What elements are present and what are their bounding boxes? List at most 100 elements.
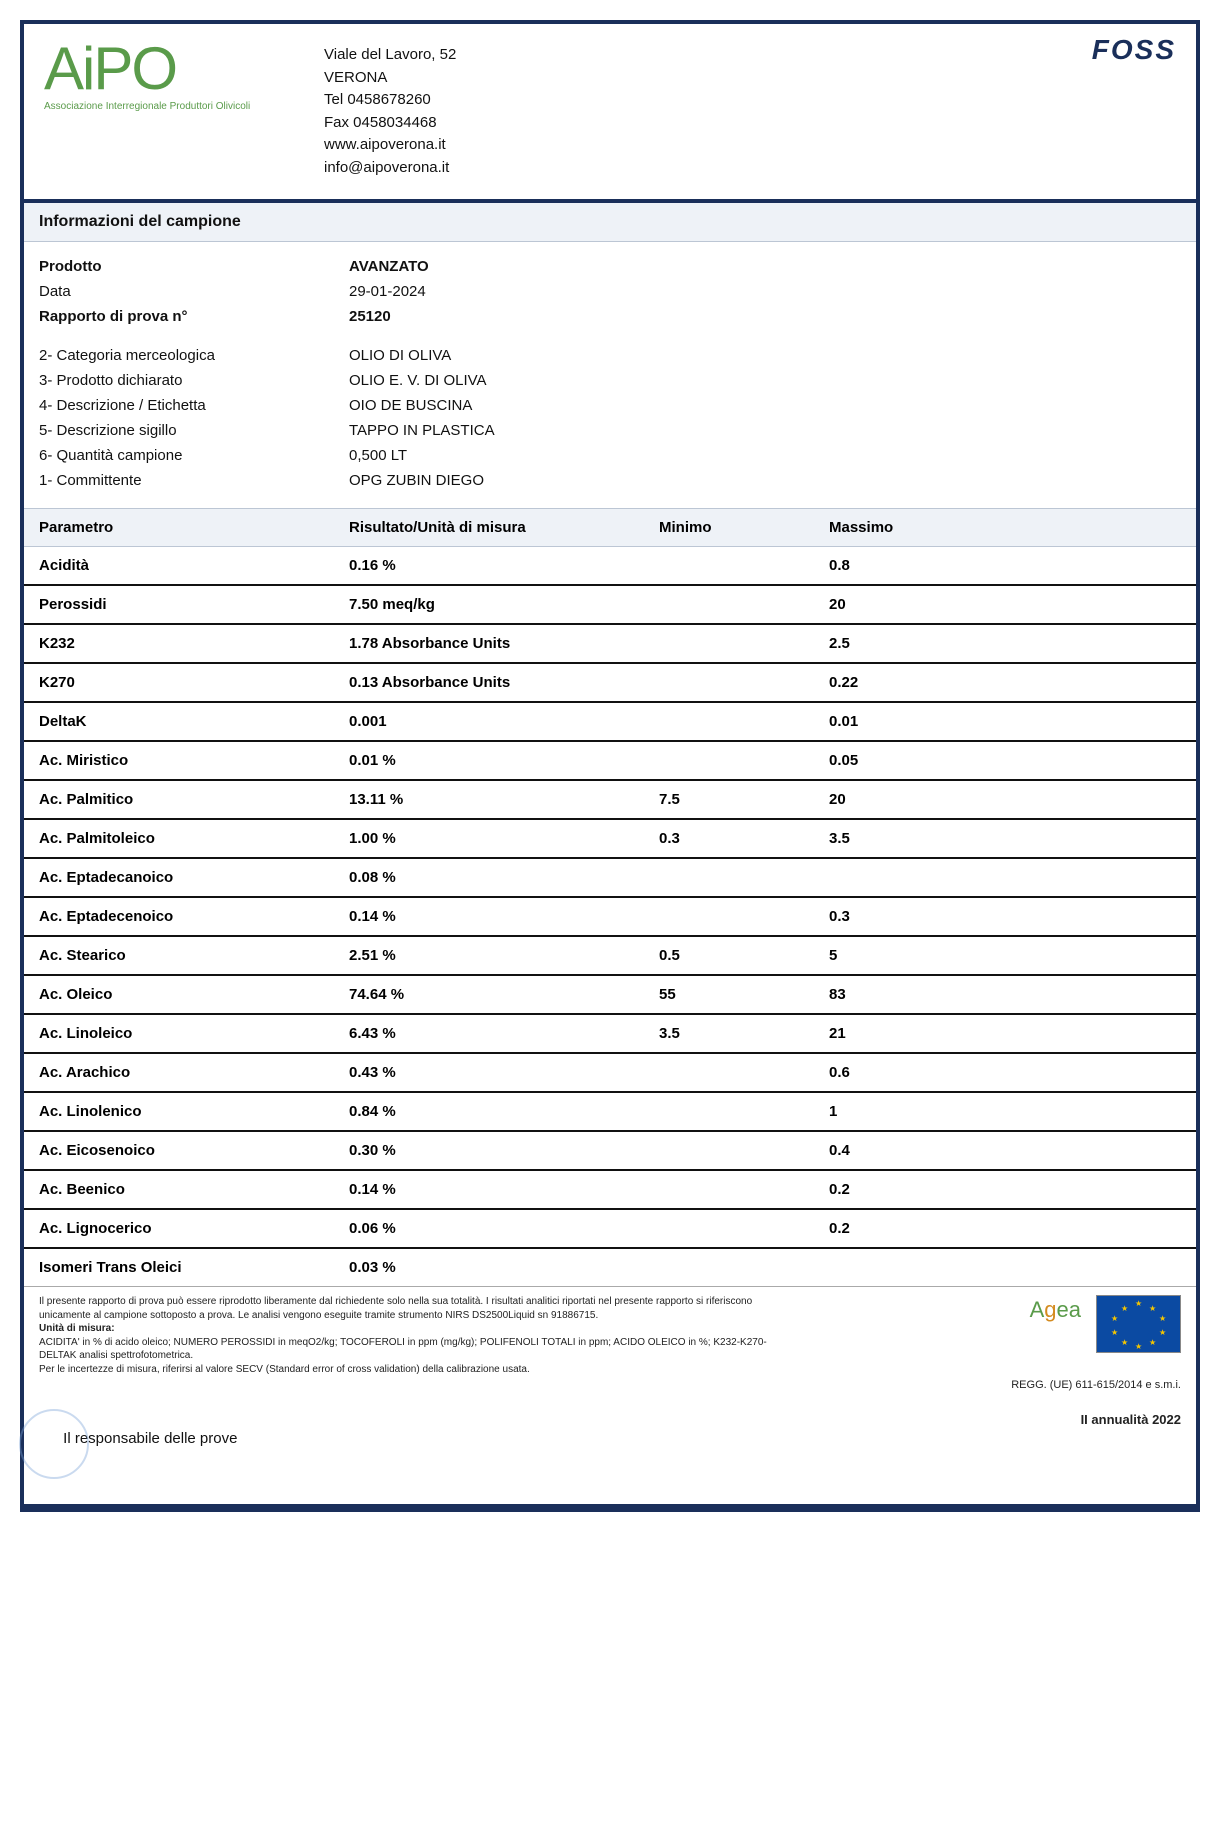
table-header-row: Parametro Risultato/Unità di misura Mini…: [24, 509, 1196, 547]
info-row: 2- Categoria merceologicaOLIO DI OLIVA: [39, 343, 1181, 368]
cell-param: Ac. Eptadecenoico: [24, 897, 334, 936]
col-risultato: Risultato/Unità di misura: [334, 509, 644, 547]
cell-min: [644, 1209, 814, 1248]
table-row: K2321.78 Absorbance Units2.5: [24, 624, 1196, 663]
stamp-icon: [19, 1409, 89, 1479]
address-tel: Tel 0458678260: [324, 89, 456, 112]
responsible-label: Il responsabile delle prove: [39, 1404, 779, 1474]
cell-min: 3.5: [644, 1014, 814, 1053]
info-label: 1- Committente: [39, 472, 349, 489]
info-value: TAPPO IN PLASTICA: [349, 422, 1181, 439]
logo-text: AiPO: [44, 39, 324, 99]
cell-min: [644, 1053, 814, 1092]
cell-max: 0.2: [814, 1170, 1196, 1209]
unit-label: Unità di misura:: [39, 1322, 779, 1336]
cell-param: Ac. Linoleico: [24, 1014, 334, 1053]
info-value: 0,500 LT: [349, 447, 1181, 464]
cell-result: 0.03 %: [334, 1248, 644, 1287]
cell-min: [644, 624, 814, 663]
cell-min: 0.5: [644, 936, 814, 975]
cell-result: 0.84 %: [334, 1092, 644, 1131]
parameters-table: Parametro Risultato/Unità di misura Mini…: [24, 508, 1196, 1287]
cell-max: 0.6: [814, 1053, 1196, 1092]
cell-param: DeltaK: [24, 702, 334, 741]
info-value: OLIO E. V. DI OLIVA: [349, 372, 1181, 389]
cell-min: 0.3: [644, 819, 814, 858]
info-label: Data: [39, 283, 349, 300]
info-value: OLIO DI OLIVA: [349, 347, 1181, 364]
col-parametro: Parametro: [24, 509, 334, 547]
info-label: 4- Descrizione / Etichetta: [39, 397, 349, 414]
cell-max: 0.01: [814, 702, 1196, 741]
agea-block: Agea ★ ★ ★ ★ ★ ★ ★ ★ ★ ★: [1030, 1295, 1181, 1353]
cell-min: [644, 663, 814, 702]
cell-min: 55: [644, 975, 814, 1014]
logo-block: AiPO Associazione Interregionale Produtt…: [44, 39, 324, 179]
cell-max: 2.5: [814, 624, 1196, 663]
table-row: Perossidi7.50 meq/kg20: [24, 585, 1196, 624]
info-value: OIO DE BUSCINA: [349, 397, 1181, 414]
col-massimo: Massimo: [814, 509, 1196, 547]
cell-result: 74.64 %: [334, 975, 644, 1014]
brand-foss: FOSS: [1092, 34, 1176, 66]
cell-param: Ac. Oleico: [24, 975, 334, 1014]
cell-min: [644, 585, 814, 624]
table-row: Ac. Arachico0.43 % 0.6: [24, 1053, 1196, 1092]
footer-right: Agea ★ ★ ★ ★ ★ ★ ★ ★ ★ ★ REGG. (UE) 611-…: [831, 1295, 1181, 1428]
cell-max: 3.5: [814, 819, 1196, 858]
cell-result: 6.43 %: [334, 1014, 644, 1053]
content-frame: Informazioni del campione ProdottoAVANZA…: [20, 199, 1200, 1508]
regg-text: REGG. (UE) 611-615/2014 e s.m.i.: [831, 1378, 1181, 1393]
cell-result: 1.00 %: [334, 819, 644, 858]
cell-result: 13.11 %: [334, 780, 644, 819]
cell-result: 0.001: [334, 702, 644, 741]
cell-min: [644, 897, 814, 936]
info-value: AVANZATO: [349, 258, 1181, 275]
table-row: Ac. Eptadecanoico0.08 %: [24, 858, 1196, 897]
cell-param: Ac. Stearico: [24, 936, 334, 975]
cell-result: 0.13 Absorbance Units: [334, 663, 644, 702]
info-body: ProdottoAVANZATOData29-01-2024Rapporto d…: [24, 242, 1196, 508]
cell-max: [814, 858, 1196, 897]
table-row: DeltaK0.001 0.01: [24, 702, 1196, 741]
cell-result: 0.14 %: [334, 1170, 644, 1209]
annualita-text: II annualità 2022: [831, 1411, 1181, 1429]
cell-param: Perossidi: [24, 585, 334, 624]
table-row: Ac. Stearico2.51 %0.55: [24, 936, 1196, 975]
info-label: 2- Categoria merceologica: [39, 347, 349, 364]
cell-min: [644, 547, 814, 586]
cell-min: [644, 702, 814, 741]
table-row: Ac. Linoleico6.43 %3.521: [24, 1014, 1196, 1053]
info-label: 3- Prodotto dichiarato: [39, 372, 349, 389]
cell-result: 1.78 Absorbance Units: [334, 624, 644, 663]
report-page: AiPO Associazione Interregionale Produtt…: [20, 20, 1200, 1512]
col-minimo: Minimo: [644, 509, 814, 547]
cell-param: Ac. Beenico: [24, 1170, 334, 1209]
address-fax: Fax 0458034468: [324, 112, 456, 135]
cell-param: Isomeri Trans Oleici: [24, 1248, 334, 1287]
table-row: Ac. Beenico0.14 % 0.2: [24, 1170, 1196, 1209]
cell-result: 0.08 %: [334, 858, 644, 897]
address-block: Viale del Lavoro, 52 VERONA Tel 04586782…: [324, 39, 456, 179]
cell-param: Ac. Eptadecanoico: [24, 858, 334, 897]
logo-subtitle: Associazione Interregionale Produttori O…: [44, 101, 324, 112]
cell-min: [644, 1131, 814, 1170]
table-row: Ac. Linolenico0.84 % 1: [24, 1092, 1196, 1131]
info-section-title: Informazioni del campione: [24, 203, 1196, 242]
info-row: Data29-01-2024: [39, 279, 1181, 304]
table-row: Ac. Oleico74.64 %5583: [24, 975, 1196, 1014]
cell-result: 0.43 %: [334, 1053, 644, 1092]
info-row: ProdottoAVANZATO: [39, 254, 1181, 279]
cell-max: 1: [814, 1092, 1196, 1131]
info-row: 6- Quantità campione0,500 LT: [39, 443, 1181, 468]
info-label: Rapporto di prova n°: [39, 308, 349, 325]
cell-param: Ac. Arachico: [24, 1053, 334, 1092]
footer-text: Il presente rapporto di prova può essere…: [39, 1295, 779, 1474]
info-value: 29-01-2024: [349, 283, 1181, 300]
cell-param: Ac. Linolenico: [24, 1092, 334, 1131]
cell-max: 5: [814, 936, 1196, 975]
responsible-text: Il responsabile delle prove: [63, 1430, 237, 1447]
disclaimer-1: Il presente rapporto di prova può essere…: [39, 1295, 779, 1322]
disclaimer-3: Per le incertezze di misura, riferirsi a…: [39, 1363, 779, 1377]
info-label: 5- Descrizione sigillo: [39, 422, 349, 439]
